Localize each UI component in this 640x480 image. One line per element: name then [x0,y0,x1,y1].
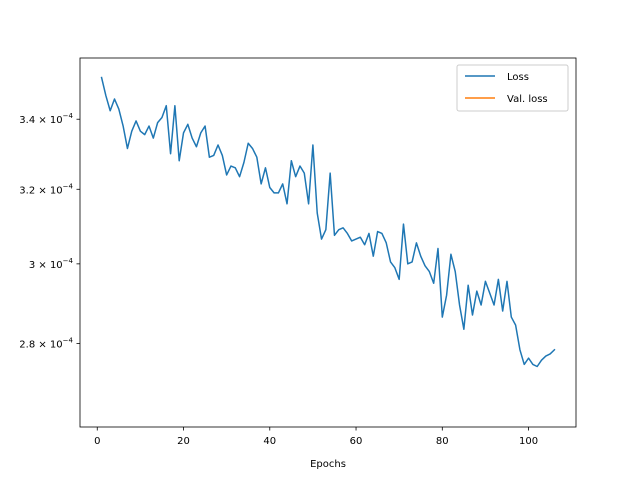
series-layer [100,76,556,368]
x-tick-label: 60 [350,436,363,447]
x-tick-label: 0 [94,436,100,447]
series-line-loss [100,76,556,368]
legend-label-val-loss: Val. loss [507,94,548,105]
plot-frame [79,57,577,428]
x-axis-label: Epochs [310,459,346,470]
legend: Loss Val. loss [456,64,569,112]
plot-area [80,58,576,427]
x-tick-label: 100 [519,436,538,447]
x-tick-label: 80 [436,436,449,447]
x-tick-label: 20 [177,436,190,447]
x-tick-label: 40 [263,436,276,447]
y-tick-label: 3 × 10−4 [29,257,74,271]
y-tick-label: 2.8 × 10−4 [19,337,73,351]
y-tick-label: 3.4 × 10−4 [19,112,73,126]
axis-layer: 0 20 40 60 80 100 3.4 × 10−4 3.2 × 10−4 3 × 10−4… [19,112,538,447]
y-tick-label: 3.2 × 10−4 [19,182,73,196]
legend-label-loss: Loss [507,72,529,83]
